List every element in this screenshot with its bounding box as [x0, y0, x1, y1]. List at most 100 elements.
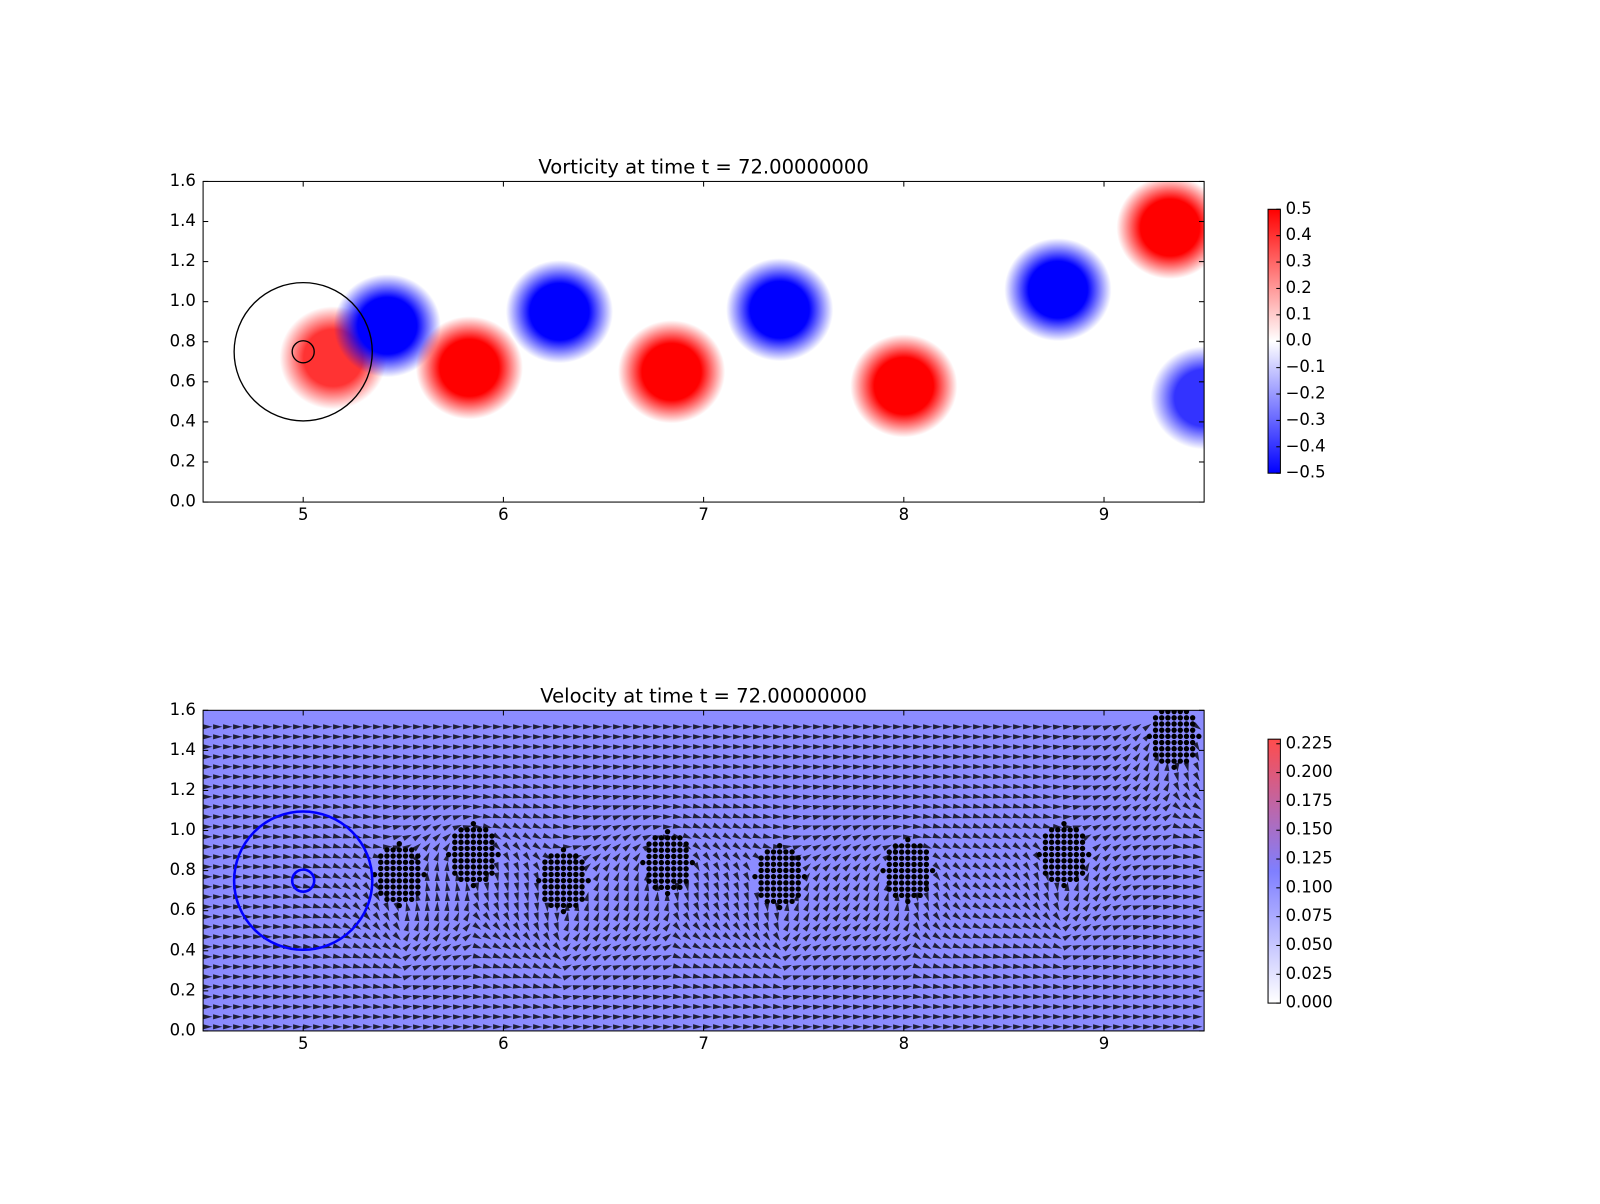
dot — [1152, 739, 1159, 746]
dot — [1165, 721, 1171, 727]
dot — [1061, 845, 1067, 852]
dot — [378, 859, 384, 865]
y-tick-label: 0.6 — [170, 371, 196, 390]
dot — [415, 890, 421, 896]
dot — [458, 833, 464, 839]
dot — [384, 878, 390, 884]
dot — [560, 847, 567, 853]
chart-title: Vorticity at time t = 72.00000000 — [538, 156, 868, 179]
dot — [554, 877, 560, 884]
dot — [677, 859, 683, 866]
y-tick-label: 1.4 — [170, 211, 196, 230]
dot — [579, 871, 585, 878]
dot — [646, 878, 652, 884]
x-tick-label: 8 — [899, 505, 910, 524]
dot — [1152, 752, 1159, 758]
dot — [683, 841, 689, 847]
dot — [789, 880, 795, 886]
dot — [671, 841, 677, 847]
y-tick-label: 0.0 — [170, 492, 196, 511]
dot — [489, 833, 495, 839]
dot — [777, 861, 783, 867]
vortex — [505, 260, 614, 364]
dot — [415, 853, 421, 859]
dot — [470, 864, 477, 870]
y-tick-label: 0.8 — [170, 860, 196, 879]
dot — [671, 884, 677, 891]
dot — [378, 884, 384, 890]
dot — [408, 853, 415, 859]
dot — [1171, 764, 1177, 770]
dot — [658, 872, 665, 878]
dot — [770, 880, 777, 886]
dot — [1061, 876, 1067, 883]
dot — [458, 845, 464, 852]
dot — [384, 865, 390, 872]
dot — [554, 853, 560, 859]
dot — [671, 847, 677, 853]
dot — [1177, 739, 1183, 746]
dot — [554, 859, 560, 865]
dot — [677, 847, 683, 853]
dot — [664, 835, 671, 841]
dot — [378, 890, 384, 896]
dot — [566, 859, 573, 865]
dot — [1165, 752, 1171, 758]
dot — [911, 867, 917, 874]
vortex — [617, 320, 726, 424]
dot — [1177, 727, 1183, 733]
dot — [1183, 727, 1190, 733]
dot — [554, 896, 560, 902]
dot — [677, 866, 683, 872]
dot — [646, 847, 652, 853]
dot — [801, 873, 808, 880]
dot — [664, 872, 671, 878]
dot — [1055, 833, 1061, 839]
dot — [905, 867, 911, 874]
dot — [542, 865, 548, 871]
dot — [573, 896, 579, 902]
dot — [390, 884, 396, 890]
dot — [452, 858, 458, 864]
dot — [671, 872, 677, 878]
dot — [464, 876, 470, 883]
dot — [764, 861, 770, 867]
dot — [764, 898, 770, 905]
dot — [464, 870, 470, 876]
dot — [1183, 739, 1190, 746]
y-tick-label: 0.4 — [170, 940, 196, 959]
dot — [464, 851, 470, 858]
dot — [911, 874, 917, 880]
dot — [1073, 839, 1080, 845]
dot — [579, 859, 585, 865]
dot — [452, 839, 458, 845]
dot — [384, 884, 390, 890]
x-tick-label: 9 — [1099, 1034, 1110, 1053]
dot — [402, 847, 409, 853]
dot — [789, 867, 795, 874]
dot — [458, 876, 464, 883]
vortex — [1004, 238, 1112, 342]
dot — [752, 873, 758, 880]
dot — [579, 865, 585, 871]
dot — [689, 859, 695, 866]
dot — [476, 870, 483, 876]
dot — [795, 867, 801, 874]
dot — [1067, 827, 1073, 833]
vortex — [1116, 181, 1205, 280]
dot-cluster — [445, 820, 501, 889]
colorbar-tick-label: 0.4 — [1286, 225, 1312, 244]
dot — [548, 902, 554, 909]
colorbar-tick-label: 0.000 — [1286, 993, 1333, 1012]
dot — [489, 845, 495, 852]
dot — [566, 902, 573, 909]
dot — [770, 892, 777, 898]
dot — [384, 853, 390, 859]
dot — [664, 828, 671, 835]
dot — [886, 874, 892, 880]
dot — [917, 892, 923, 899]
dot — [783, 855, 789, 861]
dot — [542, 859, 548, 865]
dot — [652, 866, 658, 872]
dot — [671, 878, 677, 884]
